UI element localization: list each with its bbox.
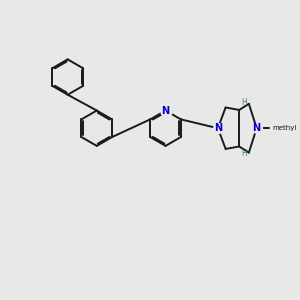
Text: H: H — [241, 98, 247, 107]
Text: H: H — [241, 149, 247, 158]
Text: N: N — [214, 123, 222, 133]
Text: N: N — [161, 106, 169, 116]
Text: N: N — [253, 123, 261, 133]
Text: methyl: methyl — [272, 125, 297, 131]
Text: N: N — [161, 106, 169, 116]
